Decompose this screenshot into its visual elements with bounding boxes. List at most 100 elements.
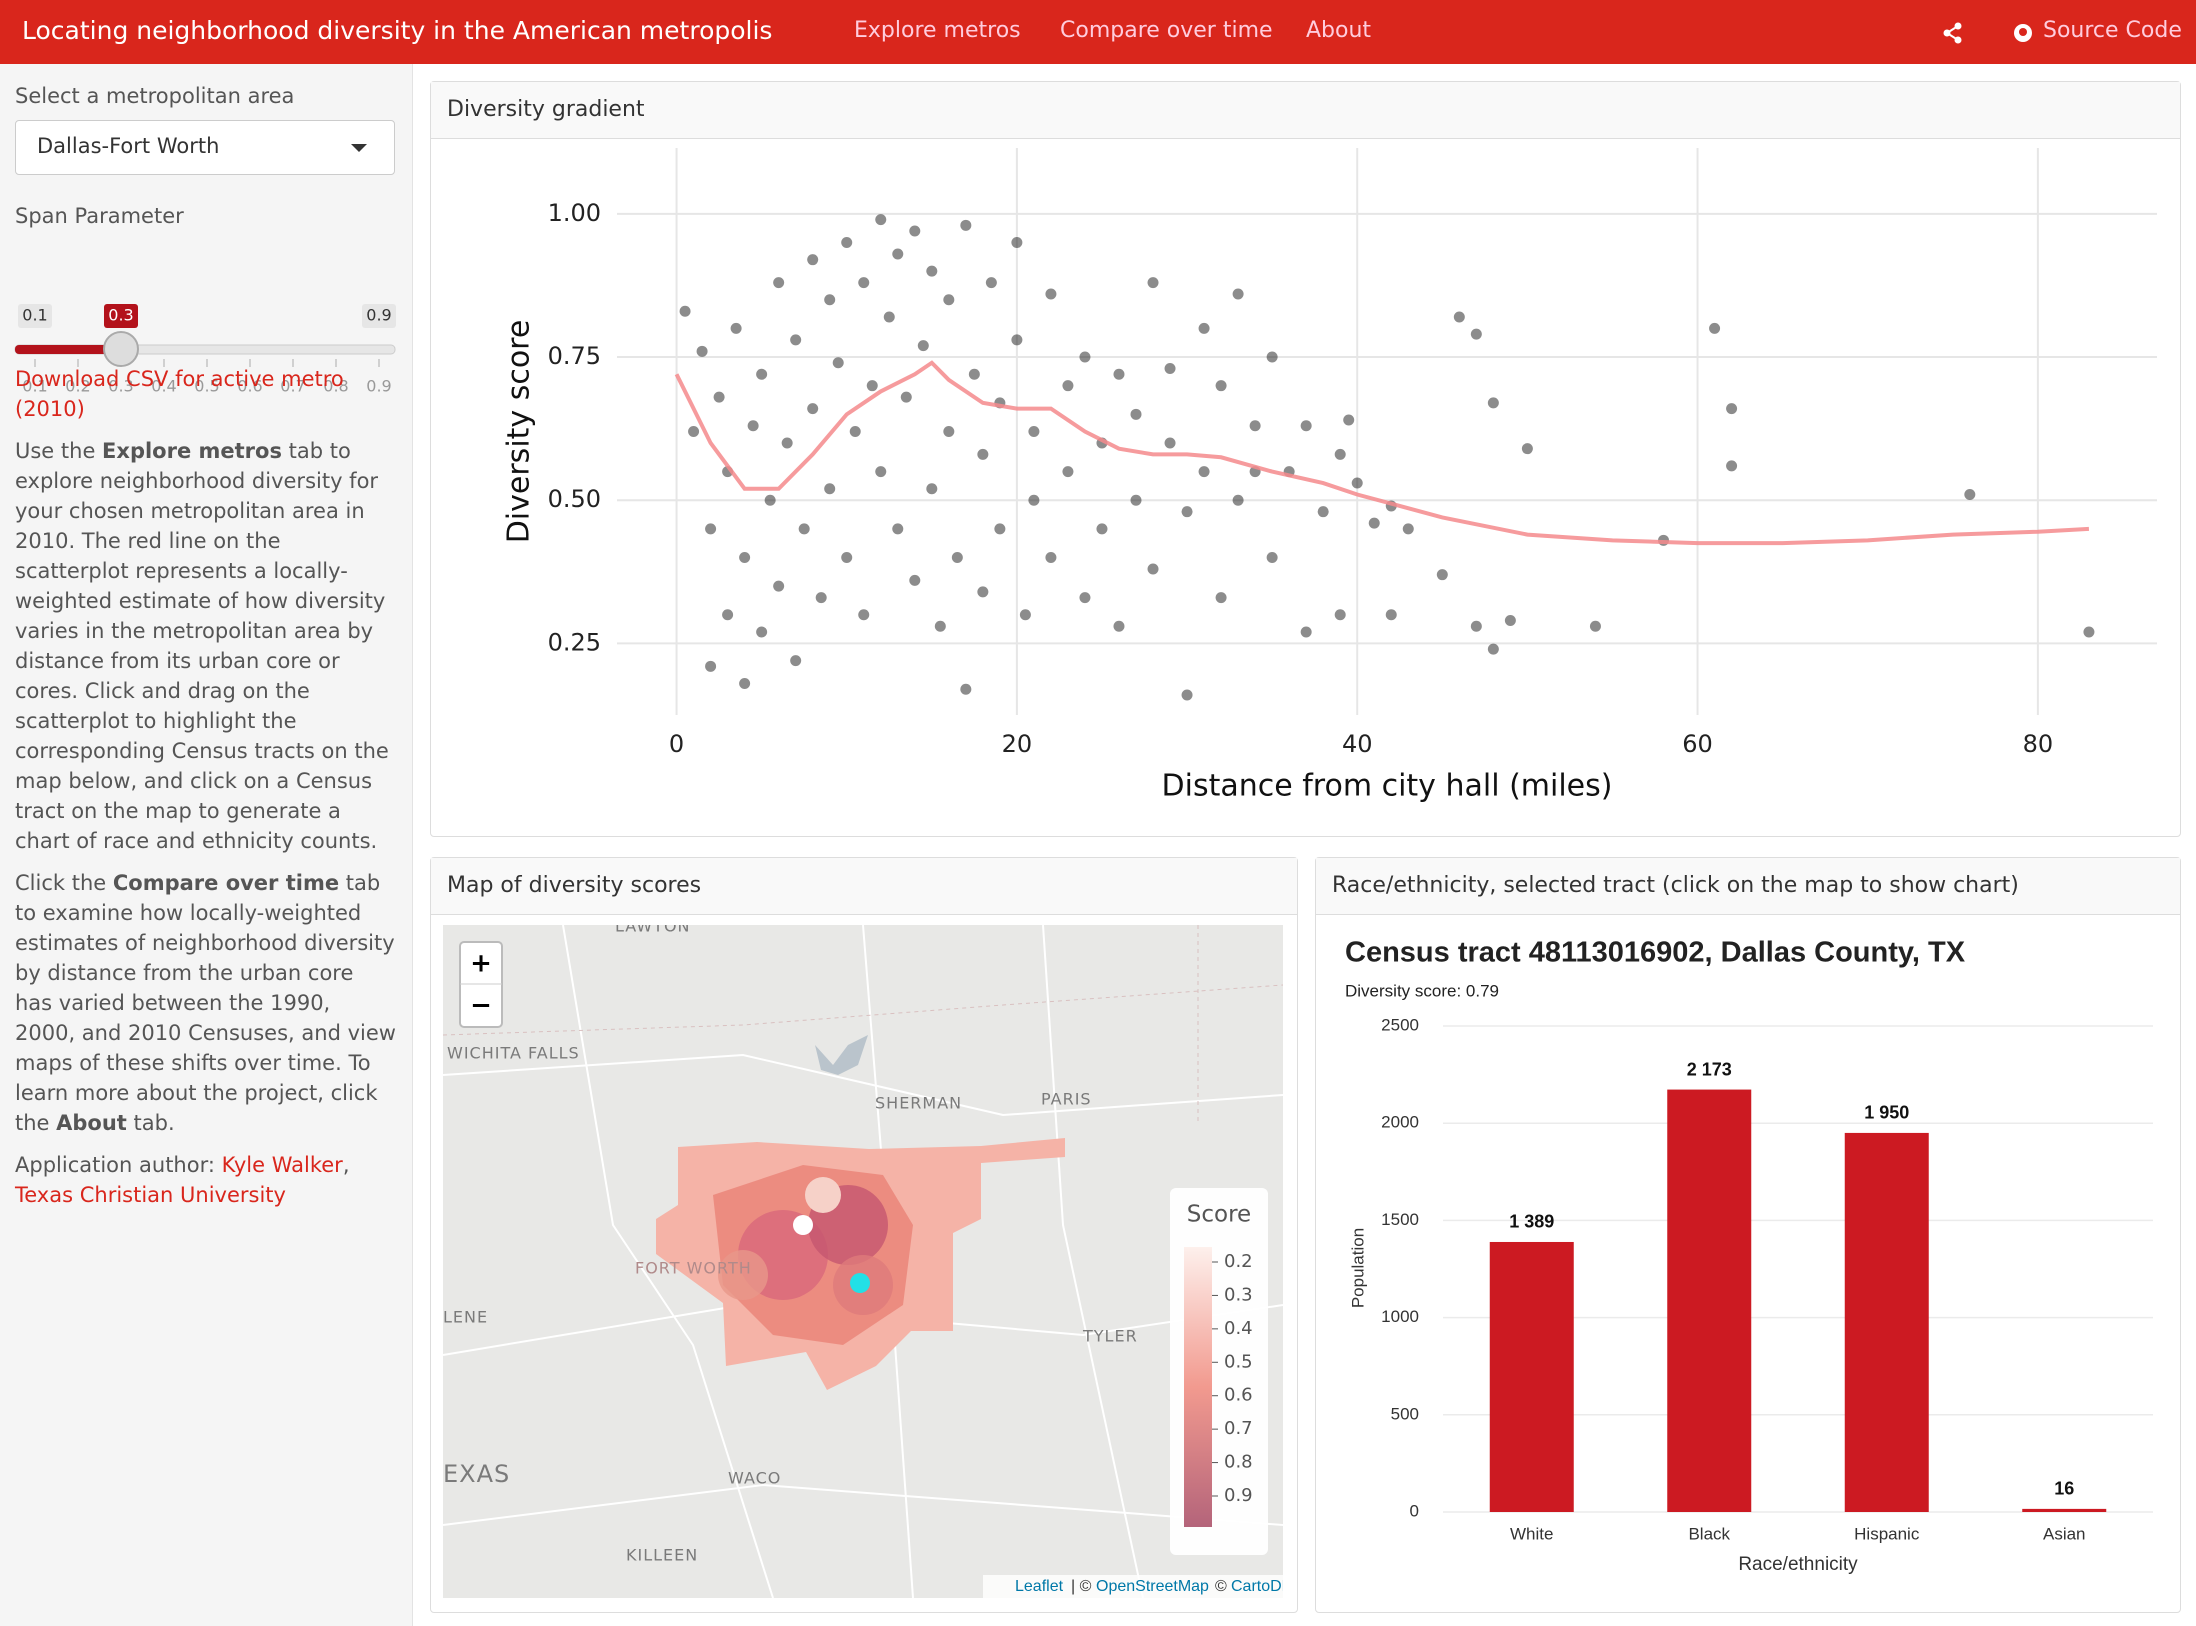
point[interactable]	[824, 294, 836, 306]
point[interactable]	[1453, 311, 1465, 323]
point[interactable]	[1011, 334, 1023, 346]
author-link[interactable]: Kyle Walker	[221, 1153, 343, 1177]
point[interactable]	[790, 655, 802, 667]
point[interactable]	[1198, 322, 1210, 334]
point[interactable]	[1215, 380, 1227, 392]
point[interactable]	[1198, 466, 1210, 478]
metro-select[interactable]: Dallas-Fort Worth	[15, 120, 395, 175]
point[interactable]	[1504, 615, 1516, 626]
point[interactable]	[798, 523, 810, 535]
point[interactable]	[1300, 626, 1312, 638]
point[interactable]	[1028, 426, 1040, 437]
point[interactable]	[1709, 322, 1721, 334]
point[interactable]	[1113, 368, 1125, 380]
point[interactable]	[1334, 448, 1346, 460]
point[interactable]	[705, 660, 717, 672]
point[interactable]	[1181, 506, 1193, 518]
attribution-link[interactable]: CartoDB	[1231, 1578, 1283, 1595]
point[interactable]	[1300, 420, 1312, 432]
point[interactable]	[1019, 609, 1031, 621]
point[interactable]	[1402, 523, 1414, 535]
point[interactable]	[1470, 620, 1482, 632]
point[interactable]	[1045, 288, 1057, 300]
point[interactable]	[858, 277, 870, 289]
point[interactable]	[926, 483, 938, 495]
point[interactable]	[1436, 569, 1448, 581]
point[interactable]	[1130, 408, 1142, 420]
point[interactable]	[781, 437, 793, 449]
point[interactable]	[730, 322, 742, 334]
point[interactable]	[1164, 437, 1176, 449]
point[interactable]	[1215, 592, 1227, 604]
point[interactable]	[1028, 494, 1040, 506]
github-icon[interactable]	[2012, 22, 2034, 44]
point[interactable]	[866, 380, 878, 392]
point[interactable]	[841, 237, 853, 248]
point[interactable]	[1113, 620, 1125, 632]
point[interactable]	[934, 620, 946, 632]
point[interactable]	[824, 483, 836, 495]
point[interactable]	[688, 426, 700, 437]
point[interactable]	[747, 420, 759, 432]
map[interactable]: LAWTON WICHITA FALLS SHERMAN PARIS FORT …	[443, 925, 1283, 1598]
point[interactable]	[985, 277, 997, 289]
point[interactable]	[1589, 620, 1601, 632]
point[interactable]	[705, 523, 717, 535]
scatter-chart[interactable]: 0.25 0.50 0.75 1.00 0 20 40 60 80 Distance from c…	[431, 82, 2180, 836]
point[interactable]	[1266, 552, 1278, 563]
point[interactable]	[858, 609, 870, 621]
point[interactable]	[1487, 643, 1499, 655]
point[interactable]	[943, 426, 955, 437]
point[interactable]	[892, 523, 904, 535]
point[interactable]	[1368, 517, 1380, 529]
point[interactable]	[909, 574, 921, 586]
point[interactable]	[756, 368, 768, 380]
point[interactable]	[1317, 506, 1329, 518]
point[interactable]	[883, 311, 895, 323]
point[interactable]	[977, 586, 989, 598]
point[interactable]	[1130, 494, 1142, 506]
share-icon[interactable]	[1942, 22, 1964, 44]
point[interactable]	[832, 357, 844, 369]
point[interactable]	[815, 592, 827, 604]
point[interactable]	[713, 391, 725, 403]
point[interactable]	[807, 254, 819, 266]
point[interactable]	[1147, 563, 1159, 575]
point[interactable]	[1726, 460, 1738, 472]
point[interactable]	[1351, 477, 1363, 489]
nav-tab[interactable]: About	[1306, 18, 1372, 43]
point[interactable]	[1079, 592, 1091, 604]
point[interactable]	[841, 552, 853, 563]
point[interactable]	[722, 609, 734, 621]
point[interactable]	[807, 403, 819, 415]
point[interactable]	[892, 248, 904, 260]
point[interactable]	[977, 448, 989, 460]
point[interactable]	[875, 214, 887, 226]
point[interactable]	[900, 391, 912, 403]
point[interactable]	[909, 225, 921, 237]
download-link[interactable]: Download CSV for active metro (2010)	[15, 367, 344, 421]
point[interactable]	[1266, 351, 1278, 363]
point[interactable]	[960, 683, 972, 695]
point[interactable]	[951, 552, 963, 563]
point[interactable]	[1011, 237, 1023, 248]
point[interactable]	[1147, 277, 1159, 289]
point[interactable]	[679, 305, 691, 317]
point[interactable]	[1062, 466, 1074, 478]
zoom-out[interactable]: −	[470, 991, 492, 1021]
point[interactable]	[1249, 420, 1261, 432]
point[interactable]	[1079, 351, 1091, 363]
point[interactable]	[696, 345, 708, 357]
point[interactable]	[917, 340, 929, 352]
point[interactable]	[1232, 288, 1244, 300]
point[interactable]	[1181, 689, 1193, 701]
point[interactable]	[926, 265, 938, 277]
point[interactable]	[943, 294, 955, 306]
nav-tab[interactable]: Compare over time	[1060, 18, 1273, 43]
attribution-link[interactable]: Leaflet	[1015, 1578, 1064, 1595]
point[interactable]	[1334, 609, 1346, 621]
point[interactable]	[739, 552, 751, 563]
span-slider[interactable]: 0.1 0.9 0.3 0.1 0.2 0.3 0.4 0.5 0.6 0.7 0.8 0.9	[0, 224, 412, 404]
point[interactable]	[1232, 494, 1244, 506]
point[interactable]	[773, 580, 785, 592]
